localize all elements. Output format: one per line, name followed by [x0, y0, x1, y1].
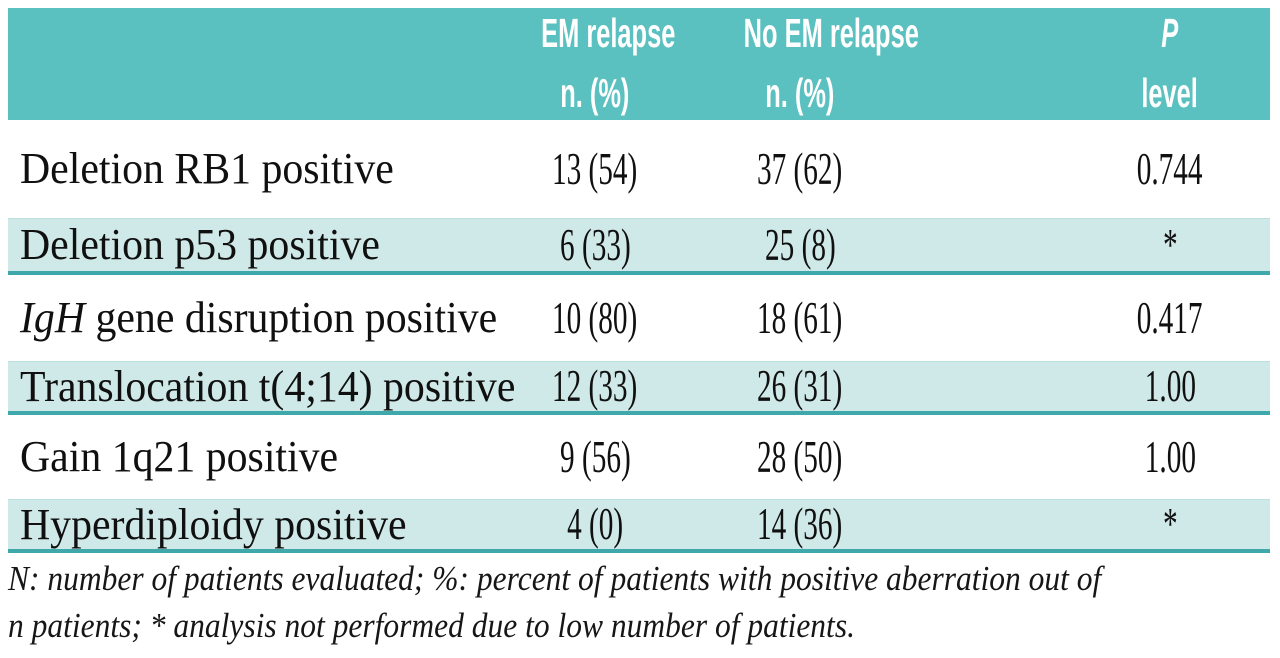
data-table: EM relapse n. (%) No EM relapse n. (%) P…	[8, 8, 1270, 553]
table-footnote: N: number of patients evaluated; %: perc…	[8, 556, 1278, 649]
row-label-cell: Hyperdiploidy positive	[8, 499, 500, 549]
table-row-translocation-t4-14: Translocation t(4;14) positive 12 (33) 2…	[8, 361, 1270, 415]
row-label-cell: Gain 1q21 positive	[8, 435, 500, 479]
row-label: Deletion RB1 positive	[20, 144, 394, 193]
p-level-cell: 0.417	[1137, 292, 1203, 343]
row-label: IgH gene disruption positive	[20, 293, 498, 342]
table-row-deletion-rb1: Deletion RB1 positive 13 (54) 37 (62) 0.…	[8, 120, 1270, 218]
row-label: Hyperdiploidy positive	[20, 499, 407, 549]
footnote-line-1: N: number of patients evaluated; %: perc…	[8, 559, 1102, 598]
em-relapse-cell: 9 (56)	[559, 431, 631, 482]
em-relapse-cell: 4 (0)	[566, 499, 624, 549]
em-relapse-cell: 13 (54)	[552, 143, 638, 194]
p-level-cell: *	[1162, 219, 1178, 270]
header-em-relapse-line1: EM relapse	[541, 10, 676, 56]
header-p-level: P level	[910, 8, 1270, 128]
no-em-relapse-cell: 26 (31)	[757, 361, 843, 411]
table-row-deletion-p53: Deletion p53 positive 6 (33) 25 (8) *	[8, 218, 1270, 275]
header-no-em-relapse-line1: No EM relapse	[743, 10, 919, 56]
no-em-relapse-cell: 25 (8)	[764, 219, 836, 270]
row-label-cell: IgH gene disruption positive	[8, 296, 500, 340]
header-no-em-relapse: No EM relapse n. (%)	[690, 8, 919, 128]
em-relapse-cell: 6 (33)	[559, 219, 631, 270]
header-p-level-line2: level	[1141, 70, 1199, 116]
em-relapse-cell: 10 (80)	[552, 292, 638, 343]
p-level-cell: 1.00	[1144, 361, 1196, 411]
header-em-relapse: EM relapse n. (%)	[500, 8, 690, 128]
footnote-line-2: n patients; * analysis not performed due…	[8, 605, 855, 645]
row-label-cell: Deletion p53 positive	[8, 223, 500, 267]
table-row-gain-1q21: Gain 1q21 positive 9 (56) 28 (50) 1.00	[8, 415, 1270, 499]
p-level-cell: 1.00	[1144, 431, 1196, 482]
table-row-igh-disruption: IgH gene disruption positive 10 (80) 18 …	[8, 275, 1270, 361]
header-no-em-relapse-line2: n. (%)	[765, 70, 835, 116]
header-p-level-line1: P	[1161, 10, 1179, 56]
no-em-relapse-cell: 14 (36)	[757, 499, 843, 549]
table-row-hyperdiploidy: Hyperdiploidy positive 4 (0) 14 (36) *	[8, 499, 1270, 553]
no-em-relapse-cell: 28 (50)	[757, 431, 843, 482]
row-label-cell: Translocation t(4;14) positive	[8, 364, 515, 409]
p-level-cell: 0.744	[1137, 143, 1203, 194]
row-label-cell: Deletion RB1 positive	[8, 147, 500, 191]
row-label: Translocation t(4;14) positive	[20, 361, 516, 411]
em-relapse-cell: 12 (33)	[552, 361, 638, 411]
p-level-cell: *	[1162, 499, 1178, 549]
header-em-relapse-line2: n. (%)	[560, 70, 630, 116]
no-em-relapse-cell: 18 (61)	[757, 292, 843, 343]
row-label: Gain 1q21 positive	[20, 432, 339, 481]
table-header-row: EM relapse n. (%) No EM relapse n. (%) P…	[8, 8, 1270, 120]
no-em-relapse-cell: 37 (62)	[757, 143, 843, 194]
row-label: Deletion p53 positive	[20, 220, 380, 269]
